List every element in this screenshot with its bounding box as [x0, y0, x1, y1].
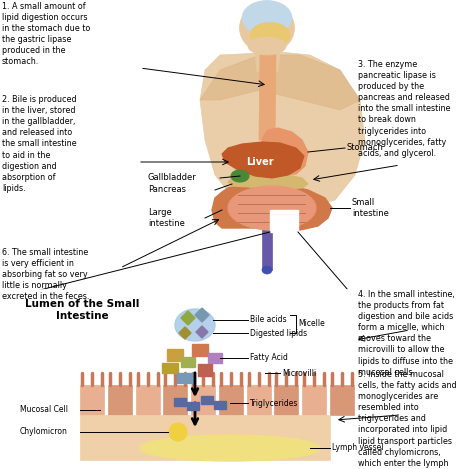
- Text: Digested lipids: Digested lipids: [250, 328, 307, 338]
- Bar: [136, 385, 160, 415]
- Bar: [270, 210, 298, 232]
- Ellipse shape: [169, 423, 187, 441]
- Bar: [80, 415, 330, 460]
- Polygon shape: [192, 344, 208, 356]
- Text: Microvilli: Microvilli: [282, 369, 316, 378]
- Polygon shape: [222, 142, 304, 178]
- Polygon shape: [212, 184, 332, 230]
- Bar: [8, 290, 353, 460]
- Text: 3. The enzyme
pancreatic lipase is
produced by the
pancreas and released
into th: 3. The enzyme pancreatic lipase is produ…: [358, 60, 450, 158]
- Ellipse shape: [175, 309, 215, 341]
- Text: Gallbladder: Gallbladder: [148, 174, 197, 182]
- Text: Lumen of the Small
Intestine: Lumen of the Small Intestine: [25, 299, 139, 321]
- Bar: [302, 385, 326, 415]
- Text: 4. In the small intestine,
the products from fat
digestion and bile acids
form a: 4. In the small intestine, the products …: [358, 290, 455, 377]
- Polygon shape: [181, 357, 195, 367]
- Polygon shape: [201, 396, 213, 404]
- Bar: [274, 385, 299, 415]
- Polygon shape: [196, 326, 208, 338]
- Text: Large
intestine: Large intestine: [148, 208, 185, 228]
- Polygon shape: [259, 52, 268, 140]
- Text: Small
intestine: Small intestine: [352, 198, 389, 218]
- Text: Liver: Liver: [246, 157, 274, 167]
- Ellipse shape: [140, 435, 320, 461]
- Text: Lymph vessel: Lymph vessel: [332, 444, 383, 453]
- Text: Fatty Acid: Fatty Acid: [250, 354, 288, 363]
- Polygon shape: [200, 52, 365, 210]
- Text: 6. The small intestine
is very efficient in
absorbing fat so very
little is norm: 6. The small intestine is very efficient…: [2, 248, 90, 302]
- Text: 1. A small amount of
lipid digestion occurs
in the stomach due to
the gastric li: 1. A small amount of lipid digestion occ…: [2, 2, 91, 67]
- Text: Pancreas: Pancreas: [148, 186, 186, 195]
- Text: Micelle: Micelle: [298, 319, 325, 328]
- Polygon shape: [181, 311, 195, 325]
- Text: Stomach: Stomach: [347, 144, 384, 152]
- Polygon shape: [198, 364, 212, 376]
- Ellipse shape: [231, 170, 249, 182]
- Polygon shape: [187, 402, 199, 410]
- Bar: [108, 385, 132, 415]
- Bar: [80, 385, 104, 415]
- Polygon shape: [179, 327, 191, 339]
- Text: Chylomicron: Chylomicron: [20, 428, 68, 437]
- Bar: [330, 385, 354, 415]
- Polygon shape: [195, 308, 209, 322]
- Polygon shape: [167, 349, 183, 361]
- Text: 2. Bile is produced
in the liver, stored
in the gallbladder,
and released into
t: 2. Bile is produced in the liver, stored…: [2, 95, 77, 193]
- Polygon shape: [260, 128, 308, 175]
- Ellipse shape: [250, 23, 290, 47]
- Polygon shape: [228, 174, 308, 189]
- Bar: [164, 385, 187, 415]
- Polygon shape: [214, 401, 226, 409]
- Text: Triglycerides: Triglycerides: [250, 399, 298, 408]
- Text: 5. Inside the mucosal
cells, the fatty acids and
monoglycerides are
resembled in: 5. Inside the mucosal cells, the fatty a…: [358, 370, 456, 469]
- Text: Mucosal Cell: Mucosal Cell: [20, 406, 68, 415]
- Polygon shape: [208, 353, 222, 363]
- Bar: [191, 385, 215, 415]
- Polygon shape: [200, 55, 360, 110]
- Ellipse shape: [262, 266, 272, 274]
- Ellipse shape: [239, 3, 294, 53]
- Text: Bile acids: Bile acids: [250, 316, 287, 325]
- Polygon shape: [262, 230, 272, 270]
- Ellipse shape: [242, 0, 292, 36]
- Ellipse shape: [248, 37, 286, 55]
- Bar: [219, 385, 243, 415]
- Polygon shape: [174, 398, 186, 406]
- Polygon shape: [255, 52, 280, 72]
- Polygon shape: [162, 363, 178, 373]
- Ellipse shape: [228, 186, 316, 230]
- Polygon shape: [177, 373, 193, 383]
- Bar: [246, 385, 271, 415]
- Polygon shape: [267, 52, 276, 140]
